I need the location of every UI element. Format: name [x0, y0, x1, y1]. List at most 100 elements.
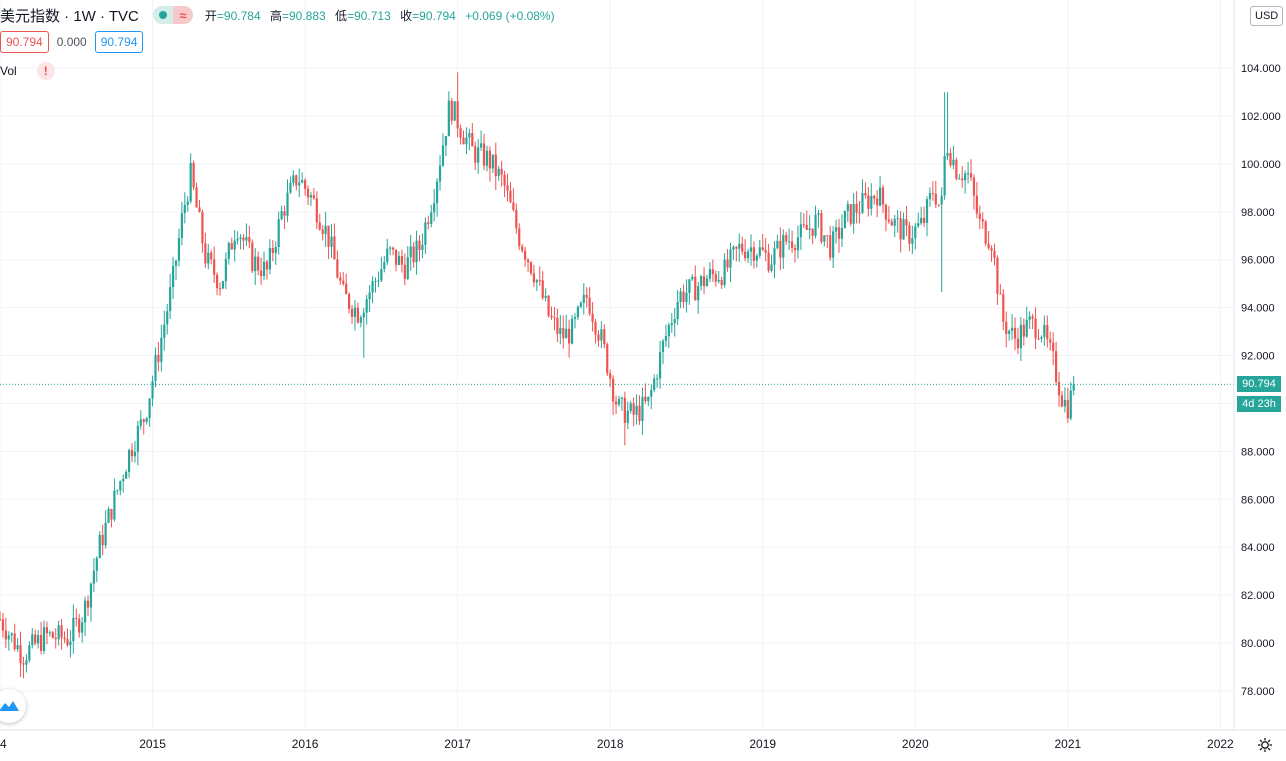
- x-tick-label: 4: [0, 737, 7, 751]
- candle-body: [547, 295, 550, 316]
- price-input-box[interactable]: 90.794: [0, 31, 49, 53]
- warning-icon[interactable]: !: [36, 62, 55, 80]
- candle-body: [658, 351, 662, 379]
- y-tick-label: 78.000: [1241, 686, 1275, 698]
- candle-body: [10, 633, 13, 636]
- x-tick-label: 2015: [139, 737, 166, 751]
- candle-body: [4, 630, 7, 640]
- candle-body: [524, 250, 527, 260]
- candle-body: [154, 354, 157, 382]
- candle-body: [286, 192, 289, 216]
- candle-body: [878, 187, 882, 206]
- candle-body: [925, 199, 929, 223]
- candle-body: [130, 449, 134, 457]
- candle-body: [292, 175, 295, 183]
- candle-body: [494, 154, 497, 176]
- candle-body: [151, 381, 154, 399]
- candle-body: [852, 203, 855, 224]
- candle-body: [210, 252, 213, 260]
- candle-body: [107, 509, 110, 523]
- candle-body: [902, 219, 905, 240]
- candle-body: [573, 317, 577, 319]
- candle-body: [544, 295, 547, 298]
- candle-body: [424, 222, 427, 245]
- candle-body: [500, 168, 503, 175]
- candle-body: [180, 213, 183, 238]
- candle-body: [635, 405, 638, 415]
- candle-body: [45, 627, 49, 634]
- candle-body: [805, 224, 808, 230]
- volume-label[interactable]: Vol: [0, 64, 17, 78]
- candle-body: [917, 223, 920, 227]
- candle-body: [163, 324, 166, 338]
- candle-body: [688, 279, 691, 293]
- candle-body: [1060, 395, 1064, 407]
- candle-body: [609, 373, 612, 379]
- candle-body: [820, 213, 823, 242]
- candle-body: [729, 249, 732, 268]
- candle-body: [392, 247, 395, 250]
- candle-body: [368, 292, 371, 300]
- candle-body: [245, 237, 248, 241]
- candle-body: [1034, 318, 1037, 339]
- candle-body: [855, 203, 858, 213]
- candle-body: [31, 634, 34, 646]
- candle-body: [785, 234, 788, 242]
- candle-body: [790, 241, 794, 248]
- candle-body: [471, 133, 474, 147]
- candle-body: [694, 276, 697, 301]
- candle-body: [829, 235, 832, 258]
- candle-body: [767, 252, 770, 271]
- candle-body: [565, 328, 568, 339]
- candle-body: [66, 639, 69, 646]
- bar-countdown-label: 4d 23h: [1237, 396, 1281, 412]
- candle-body: [148, 398, 151, 419]
- tradingview-logo-button[interactable]: [0, 689, 26, 723]
- y-tick-label: 84.000: [1241, 542, 1275, 554]
- candle-body: [559, 328, 562, 334]
- y-tick-label: 100.000: [1241, 159, 1281, 171]
- candle-body: [271, 247, 274, 253]
- candle-body: [321, 229, 324, 235]
- candle-body: [136, 425, 139, 452]
- candle-body: [579, 302, 582, 307]
- candle-body: [265, 261, 269, 270]
- candle-body: [714, 274, 717, 282]
- symbol-title[interactable]: 美元指数 · 1W · TVC: [0, 7, 139, 25]
- candle-body: [403, 264, 406, 279]
- candle-body: [905, 219, 908, 226]
- candle-body: [459, 128, 462, 138]
- candle-body: [955, 159, 958, 179]
- candle-body: [113, 490, 116, 520]
- market-open-dot-icon: [158, 11, 167, 19]
- candle-body: [48, 632, 51, 634]
- candle-body: [400, 255, 404, 265]
- candle-body: [362, 312, 365, 318]
- y-tick-label: 86.000: [1241, 494, 1275, 506]
- candlestick-series: [0, 72, 1234, 679]
- candle-body: [834, 227, 838, 232]
- chart-settings-button[interactable]: [1255, 735, 1275, 755]
- ask-input-box[interactable]: 90.794: [94, 31, 144, 53]
- candle-body: [603, 329, 606, 345]
- candle-body: [934, 193, 937, 205]
- candle-body: [0, 619, 2, 621]
- market-status-pill[interactable]: ≈: [152, 6, 193, 24]
- candle-body: [312, 195, 315, 199]
- candle-body: [81, 622, 84, 633]
- candle-body: [526, 259, 530, 263]
- candle-body: [629, 403, 632, 411]
- candle-body: [896, 218, 899, 220]
- currency-button[interactable]: USD: [1250, 6, 1284, 26]
- candle-body: [280, 211, 283, 220]
- candle-body: [670, 323, 673, 326]
- candle-body: [802, 224, 805, 226]
- candle-body: [975, 195, 978, 214]
- candle-body: [462, 137, 465, 145]
- candle-body: [441, 145, 445, 166]
- candle-body: [54, 637, 57, 640]
- candle-body: [799, 224, 802, 238]
- candle-body: [999, 293, 1002, 295]
- candle-body: [336, 259, 339, 278]
